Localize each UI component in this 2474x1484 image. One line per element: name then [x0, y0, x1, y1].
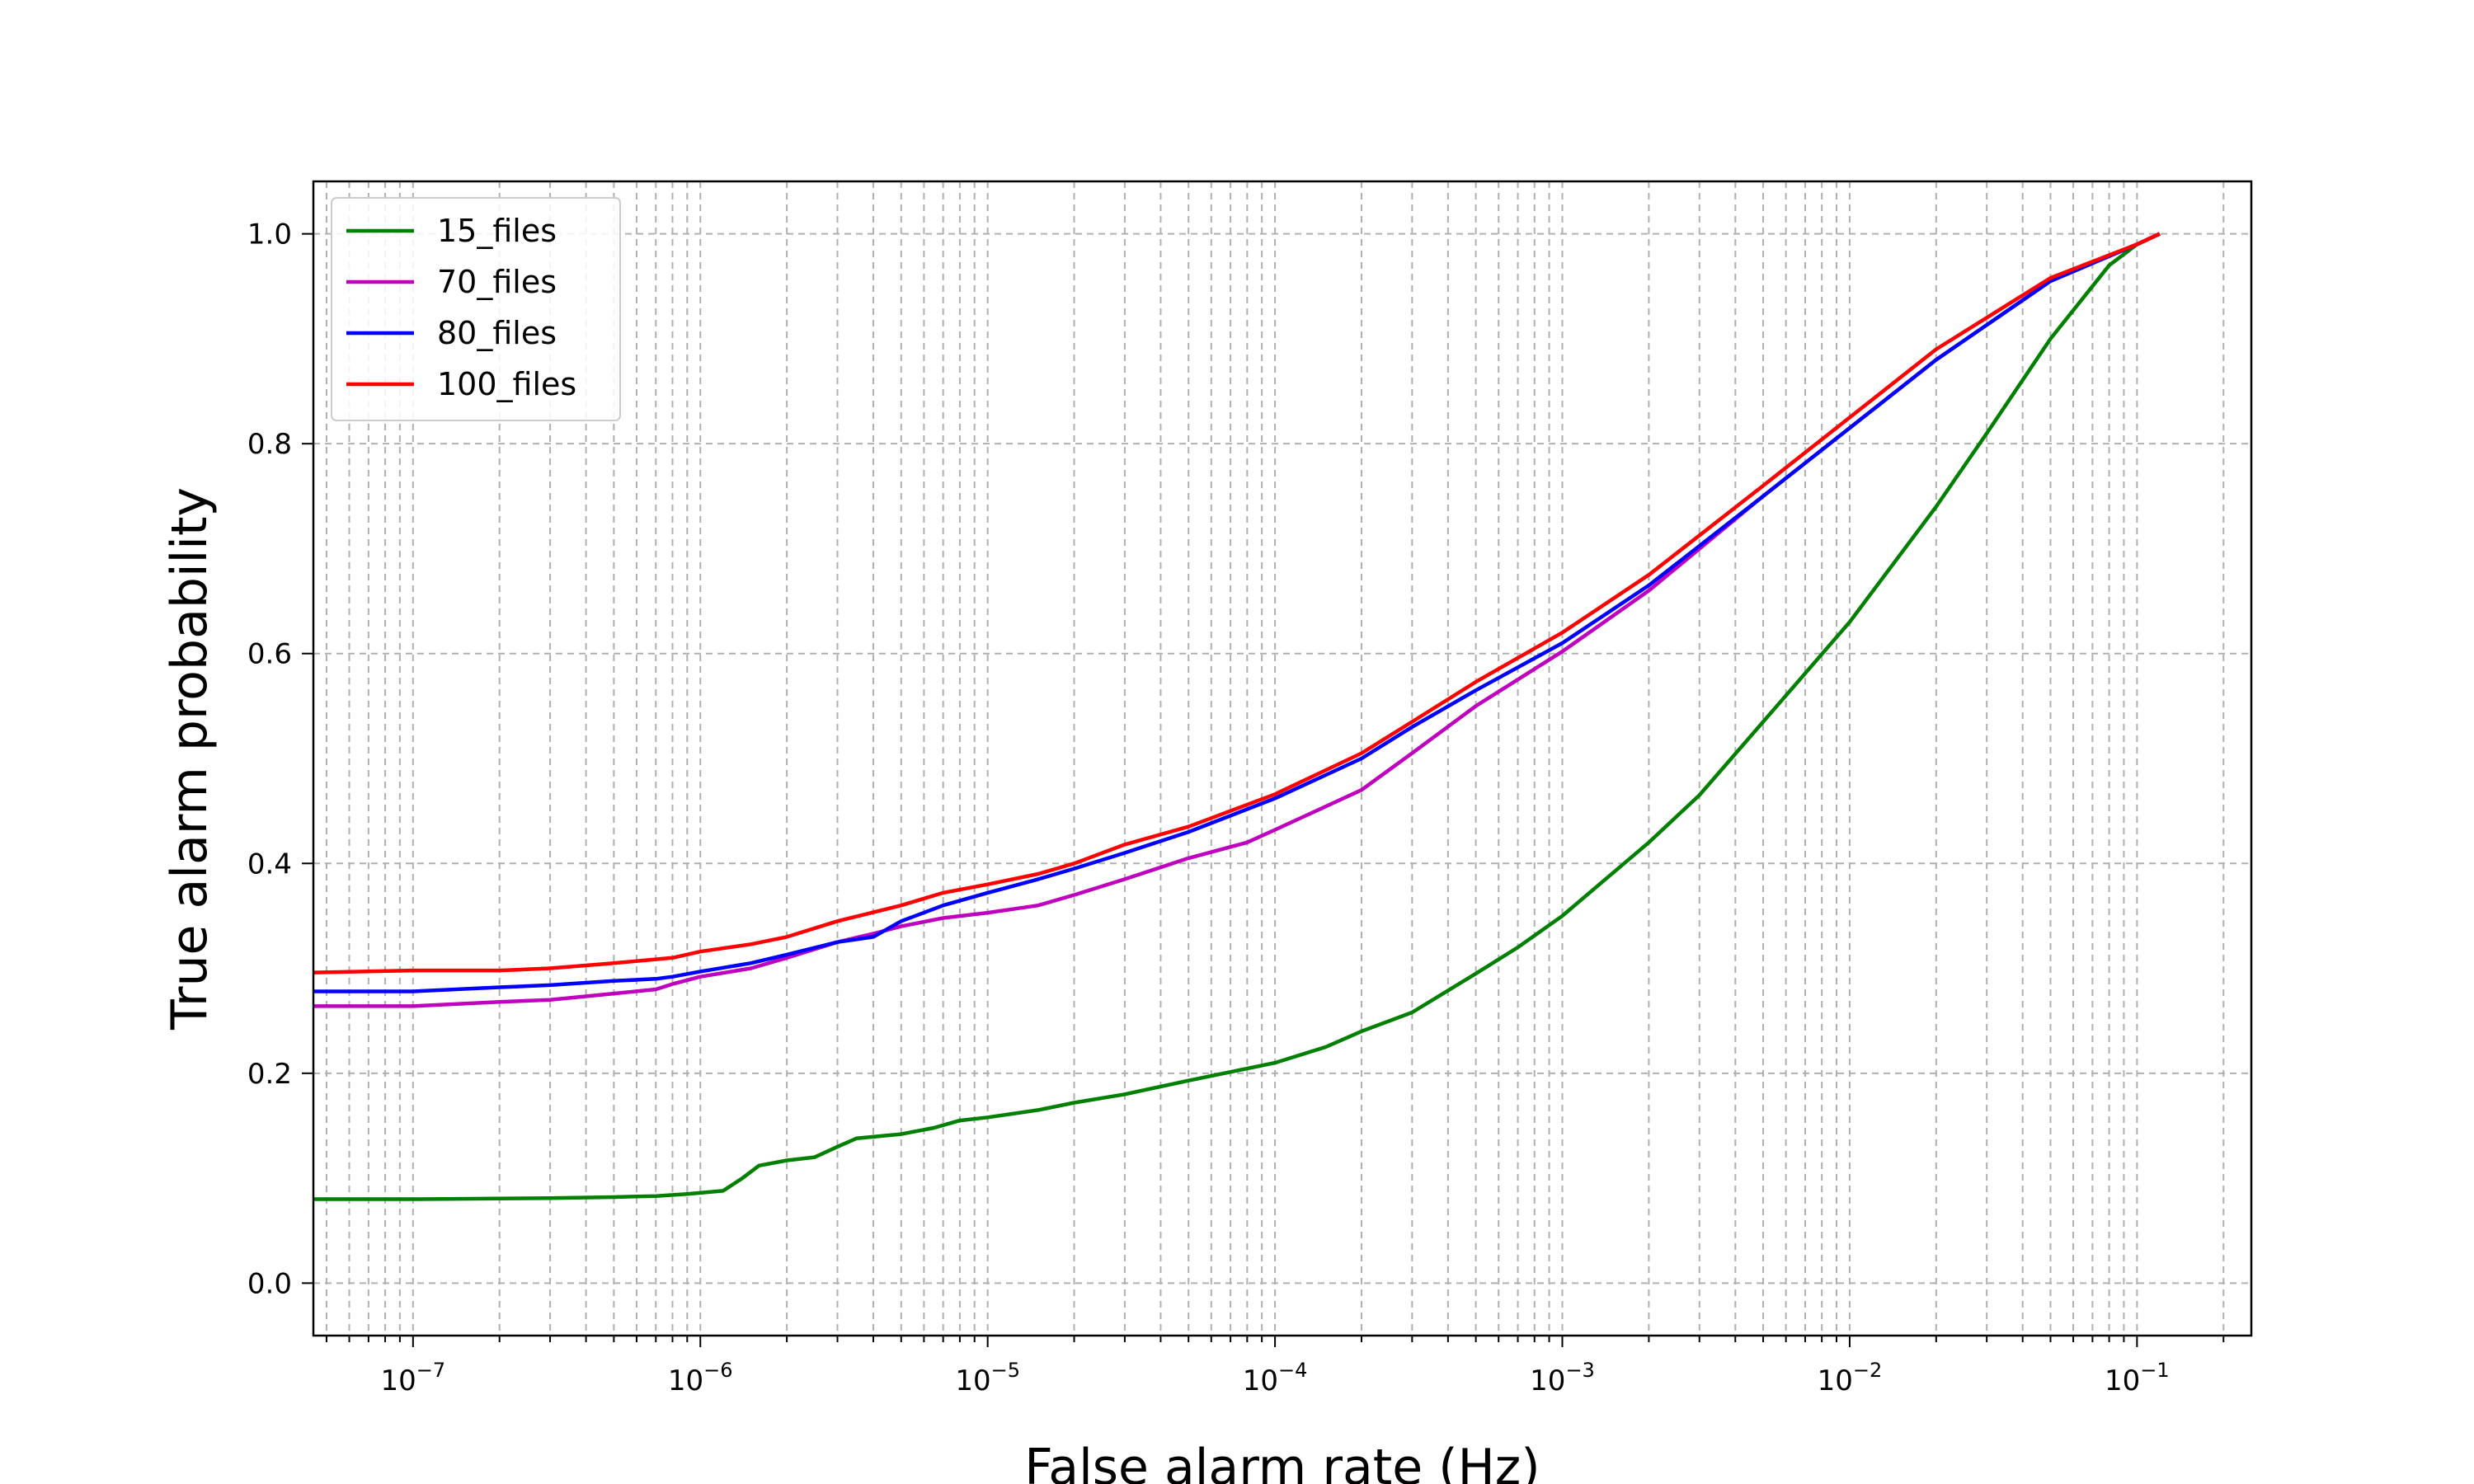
y-tick-label: 0.8: [247, 428, 292, 461]
series-line-100-files: [313, 232, 2161, 974]
y-axis-title: True alarm probability: [161, 487, 219, 1031]
legend-label: 15_files: [437, 213, 557, 249]
y-tick-label: 0.0: [247, 1267, 292, 1300]
plot-frame: [312, 180, 2253, 1337]
series-line-80-files: [313, 232, 2161, 993]
x-tick-label: 10−2: [1818, 1359, 1883, 1397]
x-tick-label: 10−4: [1243, 1359, 1308, 1397]
y-tick-label: 1.0: [247, 218, 292, 251]
y-tick-label: 0.4: [247, 848, 292, 881]
series-line-15-files: [313, 232, 2161, 1201]
legend-label: 100_files: [437, 366, 576, 402]
x-tick-label: 10−6: [668, 1359, 733, 1397]
series-lines: [313, 232, 2161, 1201]
x-axis-title: False alarm rate (Hz): [1024, 1439, 1540, 1484]
legend: 15_files 70_files 80_files 100_files: [331, 197, 621, 421]
legend-box: [331, 197, 621, 421]
x-tick-label: 10−5: [955, 1359, 1020, 1397]
y-tick-label: 0.2: [247, 1058, 292, 1091]
x-tick-label: 10−3: [1530, 1359, 1595, 1397]
grid: [313, 181, 2251, 1336]
legend-label: 80_files: [437, 315, 557, 351]
y-tick-label: 0.6: [247, 638, 292, 671]
x-tick-label: 10−7: [380, 1359, 445, 1397]
axis-ticks: 0.0 0.2 0.4 0.6 0.8 1.0 10−7 10−6 10−5 10−4 10−3 10…: [247, 218, 2225, 1397]
x-tick-label: 10−1: [2105, 1359, 2170, 1397]
legend-label: 70_files: [437, 264, 557, 300]
